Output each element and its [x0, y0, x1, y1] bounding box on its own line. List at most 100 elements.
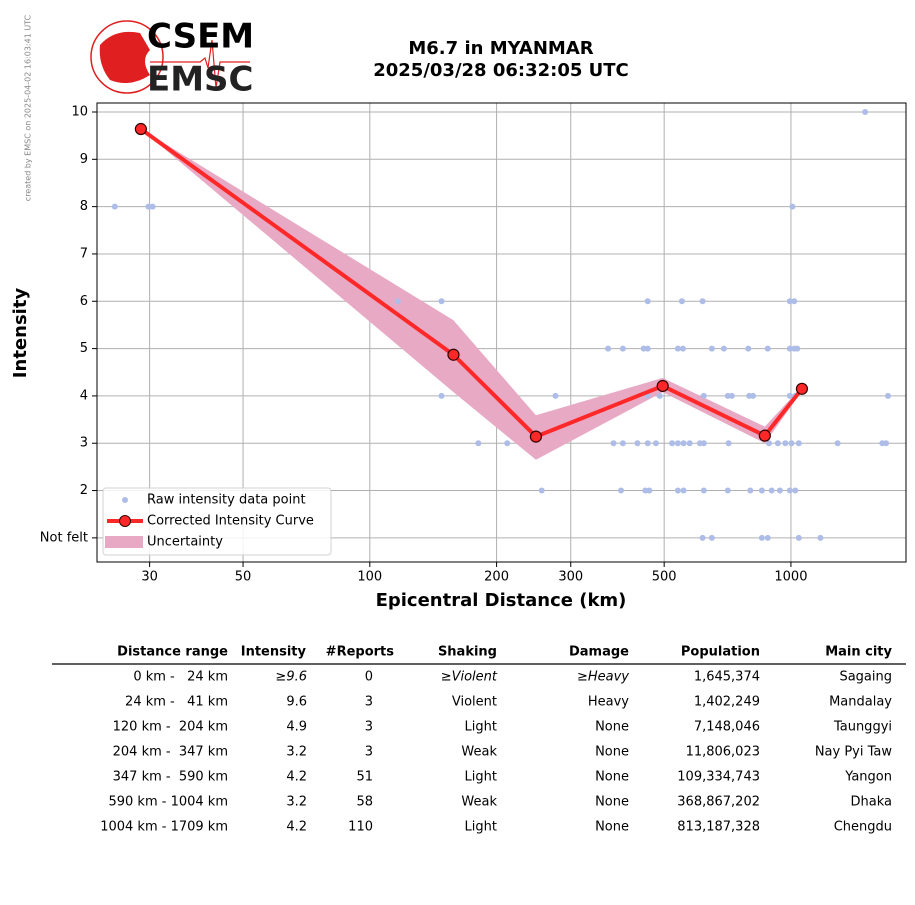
raw-point — [619, 440, 626, 447]
logo-map — [99, 31, 150, 84]
table-cell: 0 km - 24 km — [133, 670, 228, 685]
x-tick-label: 1000 — [774, 570, 807, 585]
raw-point — [884, 392, 891, 399]
table-cell: 0 — [365, 670, 373, 685]
raw-point — [795, 534, 802, 541]
raw-point — [538, 487, 545, 494]
raw-point — [862, 108, 869, 115]
table-cell: 110 — [348, 820, 373, 835]
raw-point — [644, 298, 651, 305]
x-tick-label: 30 — [141, 570, 158, 585]
raw-point — [619, 345, 626, 352]
raw-point — [700, 392, 707, 399]
raw-point — [786, 345, 793, 352]
curve-line — [139, 127, 804, 439]
table-cell: Weak — [461, 795, 497, 810]
logo: CSEM EMSC — [90, 17, 254, 100]
raw-point — [678, 298, 685, 305]
raw-point — [674, 345, 681, 352]
raw-point — [791, 298, 798, 305]
curve-point — [795, 382, 809, 395]
table-cell: 4.2 — [286, 820, 307, 835]
table-cell: 204 km - 347 km — [113, 745, 228, 760]
raw-point — [747, 487, 754, 494]
table-header: Main city — [825, 645, 892, 660]
logo-top: CSEM — [147, 17, 254, 57]
raw-point — [699, 298, 706, 305]
raw-point — [786, 487, 793, 494]
raw-point — [720, 345, 727, 352]
raw-point — [795, 440, 802, 447]
y-tick-label: 9 — [80, 152, 88, 167]
raw-point — [758, 487, 765, 494]
y-tick-label: 4 — [80, 388, 88, 403]
raw-point — [605, 345, 612, 352]
y-tick-label: 8 — [80, 199, 88, 214]
raw-point — [764, 345, 771, 352]
table-cell: 3 — [365, 720, 373, 735]
table-cell: Sagaing — [839, 670, 892, 685]
raw-point — [111, 203, 118, 210]
y-tick-label: 3 — [80, 436, 88, 451]
table-cell: 109,334,743 — [677, 770, 760, 785]
chart-title: M6.7 in MYANMAR — [408, 38, 593, 59]
raw-point — [817, 534, 824, 541]
raw-point — [766, 440, 773, 447]
raw-point — [724, 487, 731, 494]
raw-point — [644, 345, 651, 352]
legend-label: Uncertainty — [147, 535, 223, 550]
table-cell: 347 km - 590 km — [113, 770, 228, 785]
raw-point — [786, 392, 793, 399]
raw-point — [475, 440, 482, 447]
raw-point — [438, 298, 445, 305]
x-tick-label: 50 — [235, 570, 252, 585]
raw-point — [394, 298, 401, 305]
raw-point — [792, 487, 799, 494]
raw-point — [686, 440, 693, 447]
raw-point — [644, 440, 651, 447]
plot-frame — [96, 102, 907, 563]
raw-point — [745, 345, 752, 352]
credit: created by EMSC on 2025-04-02 16:03:41 U… — [24, 14, 33, 201]
table-cell: None — [595, 820, 629, 835]
table-cell: 7,148,046 — [694, 720, 760, 735]
y-tick-label: 6 — [80, 294, 88, 309]
raw-point — [764, 534, 771, 541]
raw-point — [750, 392, 757, 399]
raw-point — [145, 203, 152, 210]
x-axis-label: Epicentral Distance (km) — [376, 590, 627, 611]
table-cell: ≥9.6 — [275, 670, 307, 685]
raw-point — [834, 440, 841, 447]
table-cell: 1,402,249 — [694, 695, 760, 710]
table-cell: Light — [465, 720, 497, 735]
table-cell: Heavy — [588, 695, 629, 710]
legend-label: Corrected Intensity Curve — [147, 514, 314, 529]
chart-subtitle: 2025/03/28 06:32:05 UTC — [373, 60, 629, 81]
table-cell: Dhaka — [851, 795, 892, 810]
curve-point — [656, 379, 669, 393]
raw-point — [699, 534, 706, 541]
table-header: Damage — [569, 645, 629, 660]
raw-point — [679, 345, 686, 352]
table-cell: 11,806,023 — [686, 745, 760, 760]
raw-point — [618, 487, 625, 494]
raw-point — [708, 345, 715, 352]
table-header: Intensity — [241, 645, 307, 660]
table-cell: 813,187,328 — [677, 820, 760, 835]
raw-point — [504, 440, 511, 447]
table-cell: None — [595, 745, 629, 760]
legend-label: Raw intensity data point — [147, 493, 306, 508]
table-header: Population — [681, 645, 760, 660]
raw-point — [680, 487, 687, 494]
raw-point — [728, 392, 735, 399]
raw-point — [610, 440, 617, 447]
raw-point — [652, 440, 659, 447]
curve-point — [134, 122, 147, 136]
x-tick-label: 200 — [484, 570, 509, 585]
raw-point — [774, 440, 781, 447]
table-cell: 3.2 — [286, 795, 307, 810]
legend-swatch — [122, 497, 128, 503]
table-cell: 4.9 — [286, 720, 307, 735]
y-tick-label: 7 — [80, 246, 88, 261]
